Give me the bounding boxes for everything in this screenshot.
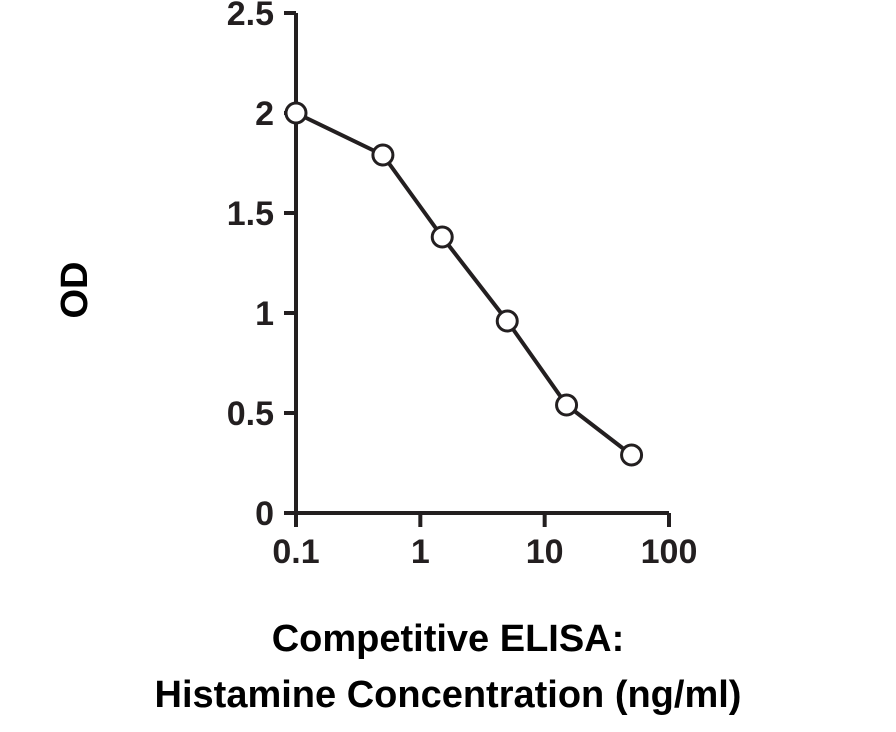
y-tick-label: 2.5 — [227, 0, 274, 33]
plot-area: 0 0.5 1 1.5 2 2.5 0.1 1 10 100 — [227, 0, 698, 571]
y-tick-label: 0 — [255, 495, 274, 533]
y-tick-label: 1.5 — [227, 195, 274, 233]
y-axis-label: OD — [54, 261, 96, 319]
data-point — [284, 101, 308, 125]
data-point — [495, 309, 519, 333]
y-tick-label: 1 — [255, 295, 274, 333]
data-point — [371, 143, 395, 167]
y-tick-label: 2 — [255, 95, 274, 133]
series-line — [295, 111, 633, 457]
data-point — [620, 443, 644, 467]
data-point — [430, 225, 454, 249]
x-axis-label-line-1: Competitive ELISA: — [271, 618, 625, 660]
x-tick-label: 1 — [411, 533, 430, 571]
y-tick-label: 0.5 — [227, 395, 274, 433]
data-point — [555, 393, 579, 417]
x-axis-label-line-2: Histamine Concentration (ng/ml) — [154, 674, 742, 716]
x-tick-label: 100 — [641, 533, 698, 571]
x-tick-label: 0.1 — [272, 533, 319, 571]
x-tick-label: 10 — [526, 533, 564, 571]
